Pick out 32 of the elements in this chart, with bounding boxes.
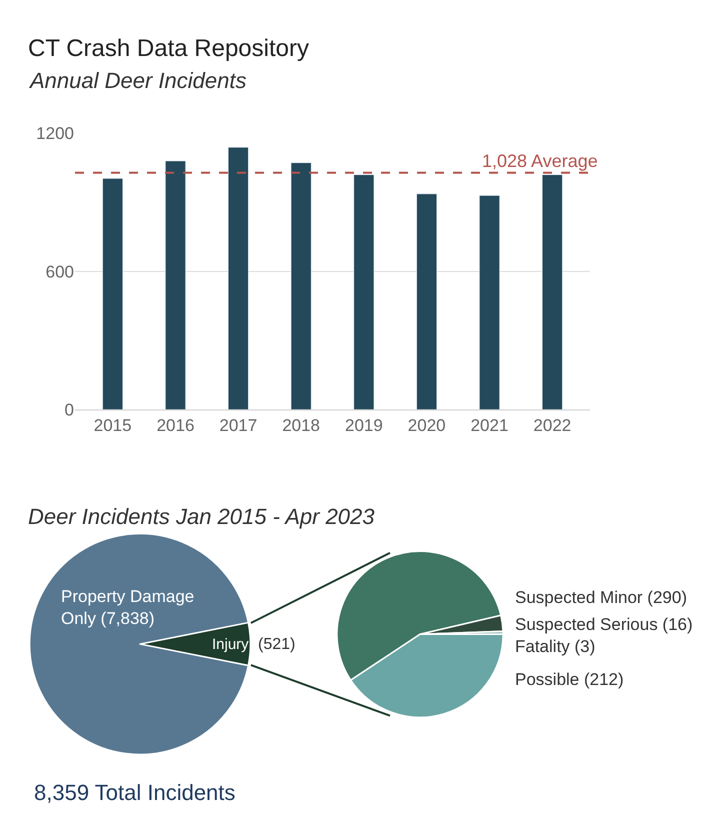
bar: [290, 162, 312, 410]
x-tick-label: 2022: [533, 416, 572, 435]
bar: [479, 195, 500, 410]
bar: [102, 178, 123, 410]
bar: [228, 147, 249, 410]
ref-line-label: 1,028 Average: [482, 151, 598, 171]
x-tick-label: 2021: [470, 416, 508, 435]
x-tick-label: 2015: [94, 416, 132, 435]
chart-title: CT Crash Data Repository: [28, 35, 309, 62]
slice-label: Suspected Serious (16): [515, 615, 693, 634]
x-tick-label: 2018: [282, 416, 320, 435]
pie-slice: [28, 532, 250, 756]
slice-label: Injury: [212, 636, 250, 653]
y-tick-label: 1200: [36, 124, 74, 144]
chart-title: Deer Incidents Jan 2015 - Apr 2023: [28, 504, 376, 529]
bar: [416, 194, 438, 410]
data-label: (521): [258, 636, 296, 653]
chart-subtitle: Annual Deer Incidents: [28, 68, 246, 93]
x-tick-label: 2020: [408, 416, 446, 435]
text: 8,359 Total Incidents: [34, 780, 236, 805]
x-tick-label: 2019: [344, 416, 383, 435]
slice-label: Possible (212): [515, 670, 624, 689]
y-tick-label: 0: [64, 400, 74, 420]
x-tick-label: 2017: [219, 416, 258, 435]
slice-label: Suspected Minor (290): [515, 588, 687, 607]
slice-label: Fatality (3): [515, 637, 596, 656]
slice-label: Property Damage Only (7,838): [61, 587, 194, 628]
x-tick-label: 2016: [156, 416, 194, 435]
bar: [354, 174, 374, 410]
bar: [165, 160, 186, 410]
y-tick-label: 600: [46, 262, 74, 282]
bar: [542, 174, 563, 410]
